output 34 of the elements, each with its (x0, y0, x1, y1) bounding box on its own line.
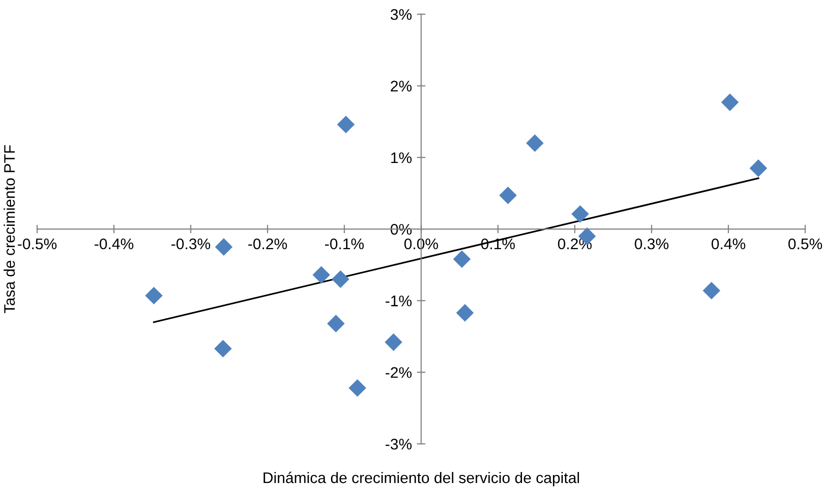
point (214, 238, 233, 256)
y-tick-label: 3% (390, 9, 412, 20)
x-tick-label: -0.4% (94, 238, 134, 250)
y-tick-label: -2% (386, 367, 412, 378)
x-tick-label: 0.0% (404, 238, 438, 250)
y-tick-label: 1% (391, 152, 412, 164)
x-tick-label: -0.3% (171, 238, 210, 250)
point (499, 186, 517, 204)
x-tick-label: -0.2% (248, 238, 287, 250)
point (327, 314, 345, 332)
point (384, 333, 402, 351)
point (337, 116, 355, 134)
point (750, 159, 768, 177)
point (526, 134, 544, 152)
x-tick-label: -0.5% (18, 238, 57, 250)
point (721, 94, 739, 112)
point (702, 282, 720, 300)
point (332, 270, 350, 288)
x-axis-title: Dinámica de crecimiento del servicio de capital (264, 472, 579, 486)
point (214, 340, 232, 358)
y-tick-label: 2% (390, 80, 412, 92)
point (453, 250, 471, 268)
y-tick-label: -3% (386, 438, 412, 450)
point (145, 286, 163, 304)
y-tick-label: -1% (386, 296, 412, 306)
y-axis-title: Tasa de crecimiento PTF (4, 145, 15, 314)
x-tick-label: 0.4% (712, 238, 746, 250)
point (571, 205, 589, 223)
x-tick-label: 0.5% (788, 238, 822, 250)
x-tick-label: -0.1% (325, 238, 364, 250)
point (348, 379, 366, 397)
point (456, 304, 474, 322)
x-tick-label: 0.3% (634, 238, 668, 250)
point (312, 266, 330, 284)
